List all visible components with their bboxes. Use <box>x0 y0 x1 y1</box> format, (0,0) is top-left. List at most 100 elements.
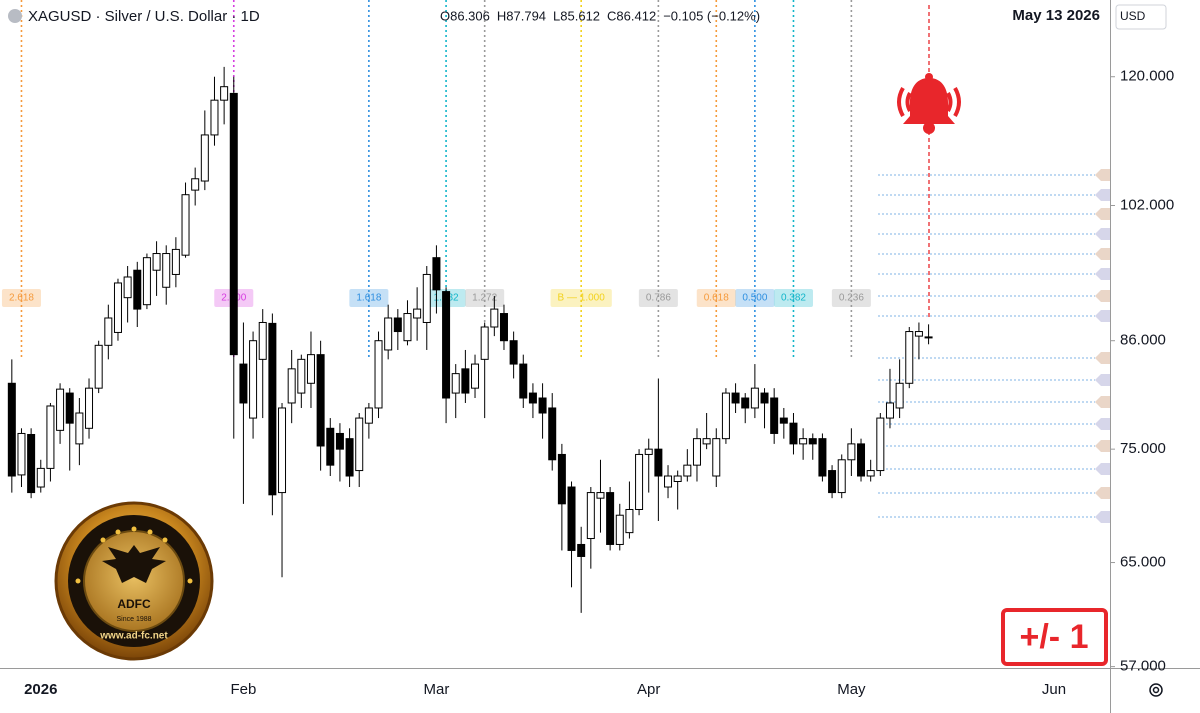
candle-body <box>451 373 460 394</box>
candle-body <box>210 99 219 136</box>
candle-body <box>152 253 161 271</box>
candle-body <box>316 354 325 447</box>
fib-label-box <box>831 289 871 307</box>
logo-name: ADFC <box>117 597 151 611</box>
y-tick-label: 65.000 <box>1120 554 1166 571</box>
candle-body <box>885 402 894 419</box>
candle-body <box>924 336 933 339</box>
candle-body <box>557 453 566 505</box>
candle-body <box>654 448 663 477</box>
candle-body <box>789 422 798 445</box>
candle-body <box>364 407 373 424</box>
settings-icon[interactable] <box>1149 683 1163 697</box>
candle-body <box>65 392 74 424</box>
candle-body <box>268 322 277 496</box>
y-tick-label: 102.000 <box>1120 196 1174 213</box>
candle-body <box>374 340 383 409</box>
candle-body <box>181 194 190 256</box>
symbol-icon <box>8 9 22 23</box>
level-tag <box>1095 396 1110 408</box>
currency-button[interactable] <box>1115 4 1167 30</box>
x-tick-label: 2026 <box>24 681 57 698</box>
x-tick-label: Feb <box>230 681 256 698</box>
candle-body <box>914 331 923 337</box>
symbol-title: XAGUSD · Silver / U.S. Dollar · 1D <box>28 8 260 25</box>
level-tag <box>1095 440 1110 452</box>
fib-label-box <box>349 289 389 307</box>
candle-body <box>278 407 287 494</box>
y-tick-label: 120.000 <box>1120 68 1174 85</box>
candle-body <box>596 492 605 499</box>
candle-body <box>567 486 576 551</box>
candle-body <box>335 432 344 450</box>
candle-body <box>586 492 595 540</box>
candle-body <box>422 273 431 323</box>
candle-body <box>7 382 16 477</box>
logo-since: Since 1988 <box>116 616 151 623</box>
x-tick-label: Jun <box>1042 681 1066 698</box>
candle-body <box>133 269 142 310</box>
x-tick-label: May <box>837 681 866 698</box>
candle-body <box>712 438 721 477</box>
ohlc-value: −0.105 (−0.12%) <box>663 8 760 23</box>
candle-body <box>905 331 914 384</box>
fib-label-box <box>696 289 736 307</box>
candle-body <box>615 514 624 545</box>
level-tag <box>1095 228 1110 240</box>
fib-label-box <box>773 289 813 307</box>
level-tag <box>1095 268 1110 280</box>
candle-body <box>229 92 238 356</box>
candle-body <box>866 470 875 477</box>
candle-body <box>94 344 103 389</box>
currency-label[interactable]: USD <box>1120 9 1146 23</box>
candle-body <box>442 291 451 399</box>
candle-body <box>779 417 788 424</box>
level-tag <box>1095 487 1110 499</box>
y-tick-label: 86.000 <box>1120 332 1166 349</box>
level-tag <box>1095 189 1110 201</box>
candle-body <box>731 392 740 404</box>
candle-body <box>113 282 122 333</box>
candle-body <box>760 392 769 404</box>
candle-body <box>664 475 673 488</box>
candle-body <box>162 253 171 288</box>
fib-label: 1.272 <box>472 293 497 304</box>
ohlc-value: C86.412 <box>607 8 656 23</box>
ohlc-value: O86.306 <box>440 8 490 23</box>
candle-body <box>876 417 885 472</box>
candle-body <box>27 433 36 494</box>
candle-body <box>104 317 113 346</box>
ohlc-legend: O86.306 H87.794 L85.612 C86.412 −0.105 (−0.1… <box>440 8 760 23</box>
candle-body <box>702 438 711 445</box>
candle-body <box>384 317 393 351</box>
candle-body <box>393 317 402 333</box>
level-tag <box>1095 290 1110 302</box>
fib-label-box <box>638 289 678 307</box>
fib-label: 1.618 <box>356 293 381 304</box>
candle-body <box>741 397 750 409</box>
candle-body <box>509 340 518 365</box>
candle-body <box>577 543 586 557</box>
alert-bell <box>897 73 961 134</box>
candle-body <box>606 492 615 545</box>
ohlc-value: H87.794 <box>497 8 546 23</box>
level-tag <box>1095 511 1110 523</box>
candle-body <box>142 257 151 306</box>
candle-body <box>471 363 480 389</box>
candle-body <box>683 464 692 477</box>
candle-body <box>538 397 547 414</box>
candle-body <box>480 326 489 360</box>
x-tick-label: Apr <box>637 681 660 698</box>
candle-body <box>625 508 634 534</box>
fib-label-box <box>1 289 41 307</box>
candle-body <box>432 257 441 291</box>
candle-body <box>548 407 557 461</box>
candle-body <box>220 86 229 101</box>
candle-body <box>355 417 364 472</box>
candle-body <box>36 467 45 488</box>
candle-body <box>750 387 759 409</box>
fib-label-box <box>550 289 612 307</box>
candle-body <box>837 459 846 494</box>
